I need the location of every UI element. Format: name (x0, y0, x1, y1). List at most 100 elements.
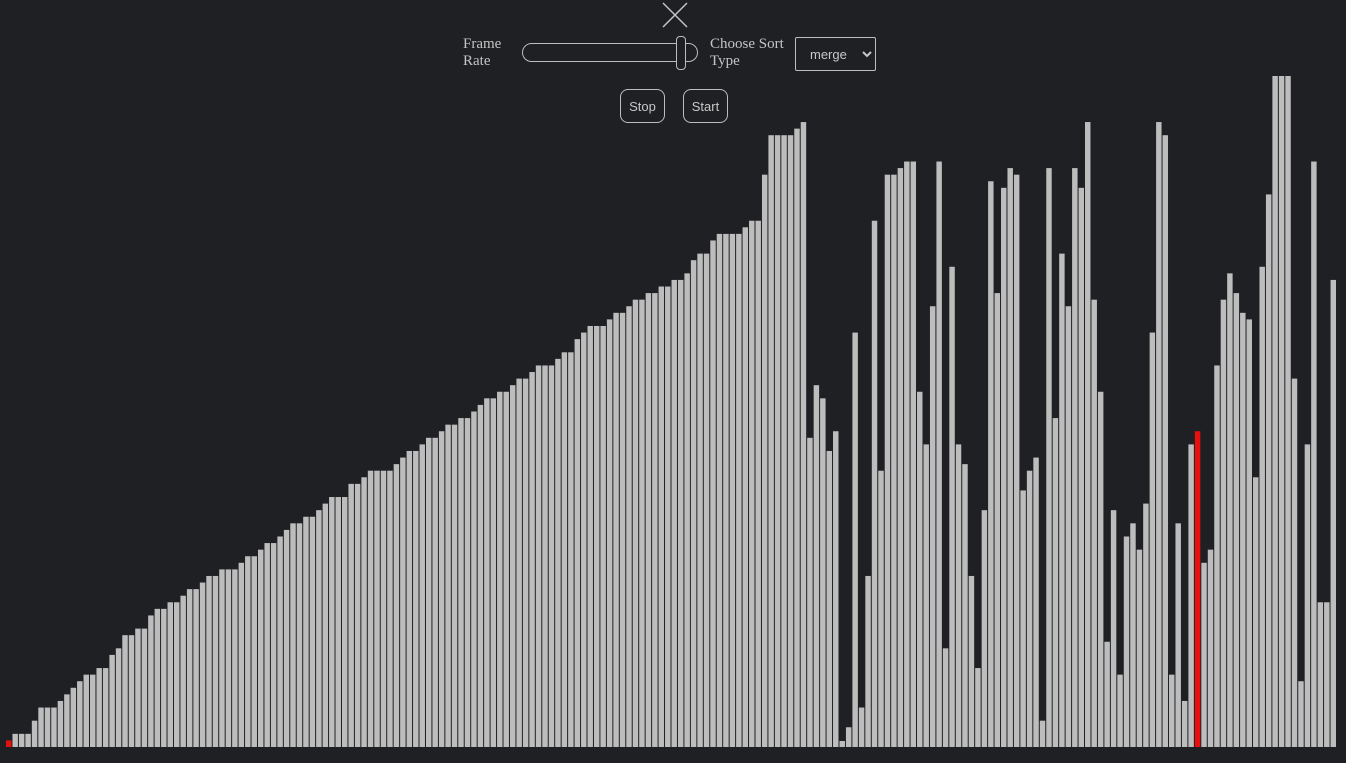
sort-bar (826, 450, 833, 747)
sort-bar (736, 233, 742, 747)
sort-bar (626, 306, 632, 747)
close-button[interactable] (661, 1, 689, 29)
sort-bar (529, 372, 535, 747)
sort-bar (322, 503, 329, 747)
sort-bar (1304, 444, 1311, 747)
sort-bar (768, 135, 774, 747)
sort-bar (917, 391, 923, 747)
sort-bar (555, 358, 561, 747)
sort-bar (38, 707, 44, 747)
sort-type-select[interactable]: merge (795, 37, 876, 71)
sort-bar (516, 378, 522, 747)
sort-bar (1233, 293, 1240, 747)
sort-bar (135, 628, 141, 747)
sort-bar (1007, 168, 1013, 748)
sort-bar (128, 635, 135, 747)
sort-bar (710, 240, 716, 747)
sort-bar (219, 569, 225, 747)
sort-bar (833, 431, 839, 747)
sort-bar (96, 668, 102, 747)
frame-rate-slider[interactable] (522, 43, 698, 62)
sort-bar (77, 681, 83, 747)
sort-bar (897, 168, 904, 748)
frame-rate-slider-thumb[interactable] (676, 36, 687, 70)
sort-bar (852, 332, 858, 747)
sort-bar (1039, 720, 1046, 747)
sort-bar (109, 654, 115, 747)
sort-bar (1104, 641, 1110, 747)
sort-bar (173, 602, 180, 747)
sort-bar (380, 470, 387, 747)
sort-bar (57, 700, 64, 747)
sort-bar (148, 615, 154, 747)
sort-bar (813, 385, 820, 747)
sort-bar (309, 516, 316, 747)
sort-bar (1046, 168, 1052, 748)
sort-bar (593, 325, 600, 747)
sort-bar (277, 536, 283, 747)
sort-bar (1207, 549, 1214, 747)
sort-bar (12, 733, 18, 747)
sort-bar (716, 233, 723, 747)
sort-bar (742, 227, 749, 748)
sort-bar (1214, 365, 1220, 747)
sort-bar (484, 398, 490, 747)
sort-bar (1169, 674, 1175, 747)
sort-bar (1136, 549, 1143, 747)
sort-bar (1220, 299, 1227, 747)
sort-bar (1272, 76, 1278, 747)
sort-bar (677, 279, 684, 747)
sort-bar (1175, 523, 1181, 747)
sort-bar (542, 365, 548, 747)
sort-bar (975, 668, 981, 747)
sort-bar (729, 233, 736, 747)
sort-bar (1265, 194, 1272, 747)
sort-bar (723, 233, 729, 747)
sort-bar (167, 602, 173, 747)
sort-bar (600, 325, 606, 747)
sort-bar (1078, 187, 1085, 747)
sort-bar (316, 510, 322, 747)
sort-bar (1181, 700, 1188, 747)
sort-bar (1324, 602, 1330, 747)
sort-bar (122, 635, 128, 747)
sort-bar (755, 220, 761, 748)
sort-bar (451, 424, 458, 747)
sort-bar (891, 174, 897, 747)
sort-bar (490, 398, 497, 747)
sort-bar (419, 444, 425, 747)
sort-bar (871, 220, 878, 748)
sort-bar (949, 266, 955, 747)
sort-bar (367, 470, 374, 747)
sort-bar (1240, 312, 1246, 747)
sort-bar (458, 418, 464, 747)
sort-bar (1291, 378, 1298, 747)
sort-bar (1194, 431, 1201, 747)
sort-bar (1013, 174, 1020, 747)
sort-bar (665, 286, 671, 747)
sort-bar (335, 497, 341, 747)
sort-bar (18, 733, 25, 747)
sort-bar (652, 293, 658, 747)
sort-bar (936, 161, 942, 747)
sort-bar (904, 161, 910, 747)
sort-bar (374, 470, 380, 747)
sort-bar (1143, 503, 1149, 747)
sort-bar (406, 450, 413, 747)
sort-bar (794, 128, 800, 747)
sort-bar (90, 674, 96, 747)
sort-bar (955, 444, 962, 747)
sort-bar (432, 437, 438, 747)
sort-bar (884, 174, 891, 747)
sort-bar (1020, 490, 1026, 747)
sort-bar (497, 391, 503, 747)
sort-bar (102, 668, 109, 747)
sort-bar (548, 365, 555, 747)
sort-bar (193, 589, 199, 747)
sort-bar (981, 510, 988, 747)
sort-bar (1072, 168, 1078, 748)
start-button[interactable]: Start (683, 89, 728, 123)
sort-bar (180, 595, 186, 747)
stop-button[interactable]: Stop (620, 89, 665, 123)
